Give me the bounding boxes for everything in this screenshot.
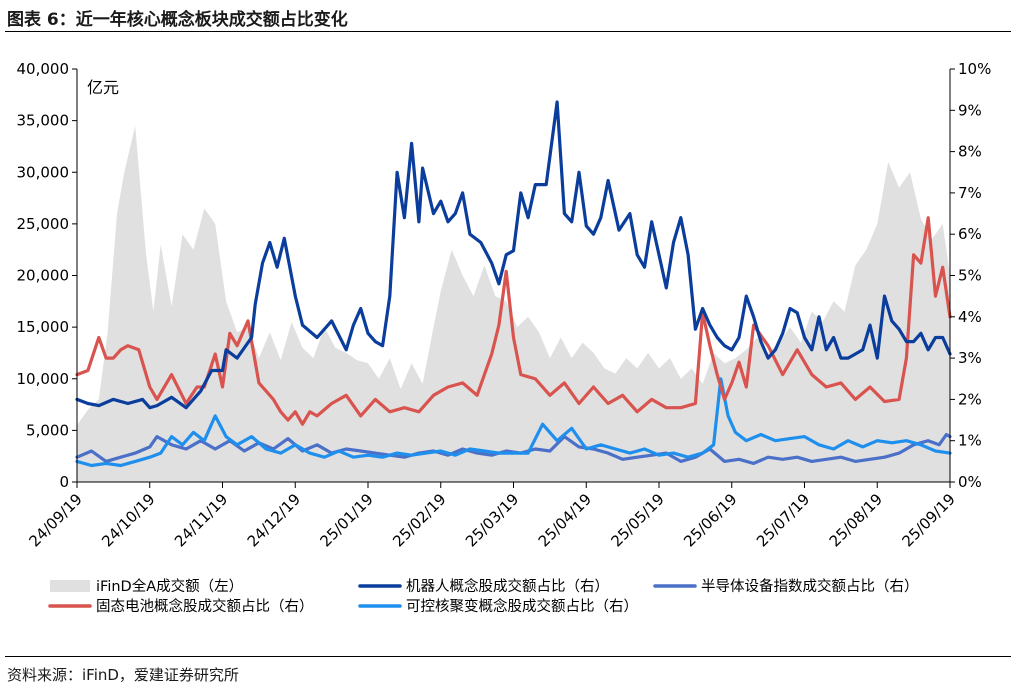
figure-title: 图表 6：近一年核心概念板块成交额占比变化 [7, 10, 348, 30]
right-tick-label: 10% [958, 60, 991, 78]
legend-label-solid_battery: 固态电池概念股成交额占比（右） [96, 597, 314, 615]
right-tick-label: 7% [958, 184, 982, 202]
right-tick-label: 8% [958, 143, 982, 161]
chart: 0 5,000 10,000 15,000 20,000 25,000 30,000 35,0… [17, 60, 992, 615]
lines-layer [75, 100, 952, 468]
right-tick-label: 6% [958, 225, 982, 243]
right-tick-label: 2% [958, 390, 982, 408]
legend-swatch-area [50, 580, 90, 592]
x-tick-label: 25/07/19 [753, 490, 813, 550]
legend-label-robot: 机器人概念股成交额占比（右） [406, 577, 609, 595]
left-tick-label: 35,000 [17, 112, 70, 130]
x-tick-label: 24/11/19 [171, 490, 231, 550]
x-tick-label: 25/08/19 [826, 490, 886, 550]
x-tick-label: 24/09/19 [25, 490, 85, 550]
left-tick-label: 15,000 [17, 318, 70, 336]
left-tick-label: 30,000 [17, 163, 70, 181]
series-area-area [77, 125, 950, 483]
source-note: 资料来源：iFinD，爱建证券研究所 [7, 666, 239, 684]
left-tick-label: 25,000 [17, 215, 70, 233]
right-tick-label: 4% [958, 308, 982, 326]
right-tick-label: 9% [958, 101, 982, 119]
x-tick-label: 24/12/19 [244, 490, 304, 550]
unit-label: 亿元 [87, 78, 119, 97]
right-tick-label: 5% [958, 267, 982, 285]
left-tick-label: 10,000 [17, 370, 70, 388]
legend-label-semiconductor: 半导体设备指数成交额占比（右） [701, 577, 919, 595]
legend-label-fusion: 可控核聚变概念股成交额占比（右） [406, 597, 638, 615]
x-tick-label: 25/05/19 [607, 490, 667, 550]
left-tick-label: 20,000 [17, 267, 70, 285]
left-tick-label: 0 [59, 473, 69, 491]
x-tick-label: 25/09/19 [898, 490, 958, 550]
left-tick-label: 40,000 [17, 60, 70, 78]
right-tick-label: 3% [958, 349, 982, 367]
legend-label-area: iFinD全A成交额（左） [96, 577, 243, 595]
title-rule [5, 31, 1011, 32]
x-tick-label: 25/06/19 [680, 490, 740, 550]
area-layer [77, 125, 950, 483]
x-tick-label: 25/03/19 [462, 490, 522, 550]
series-line-fusion [75, 377, 952, 468]
x-tick-label: 24/10/19 [98, 490, 158, 550]
x-tick-label: 25/04/19 [535, 490, 595, 550]
series-line-robot [75, 100, 952, 410]
x-tick-label: 25/01/19 [316, 490, 376, 550]
x-tick-label: 25/02/19 [389, 490, 449, 550]
legend: iFinD全A成交额（左） 机器人概念股成交额占比（右） 半导体设备指数成交额占比（… [48, 577, 919, 615]
right-tick-label: 0% [958, 473, 982, 491]
source-rule [5, 656, 1011, 657]
left-tick-label: 5,000 [26, 421, 69, 439]
right-tick-label: 1% [958, 432, 982, 450]
